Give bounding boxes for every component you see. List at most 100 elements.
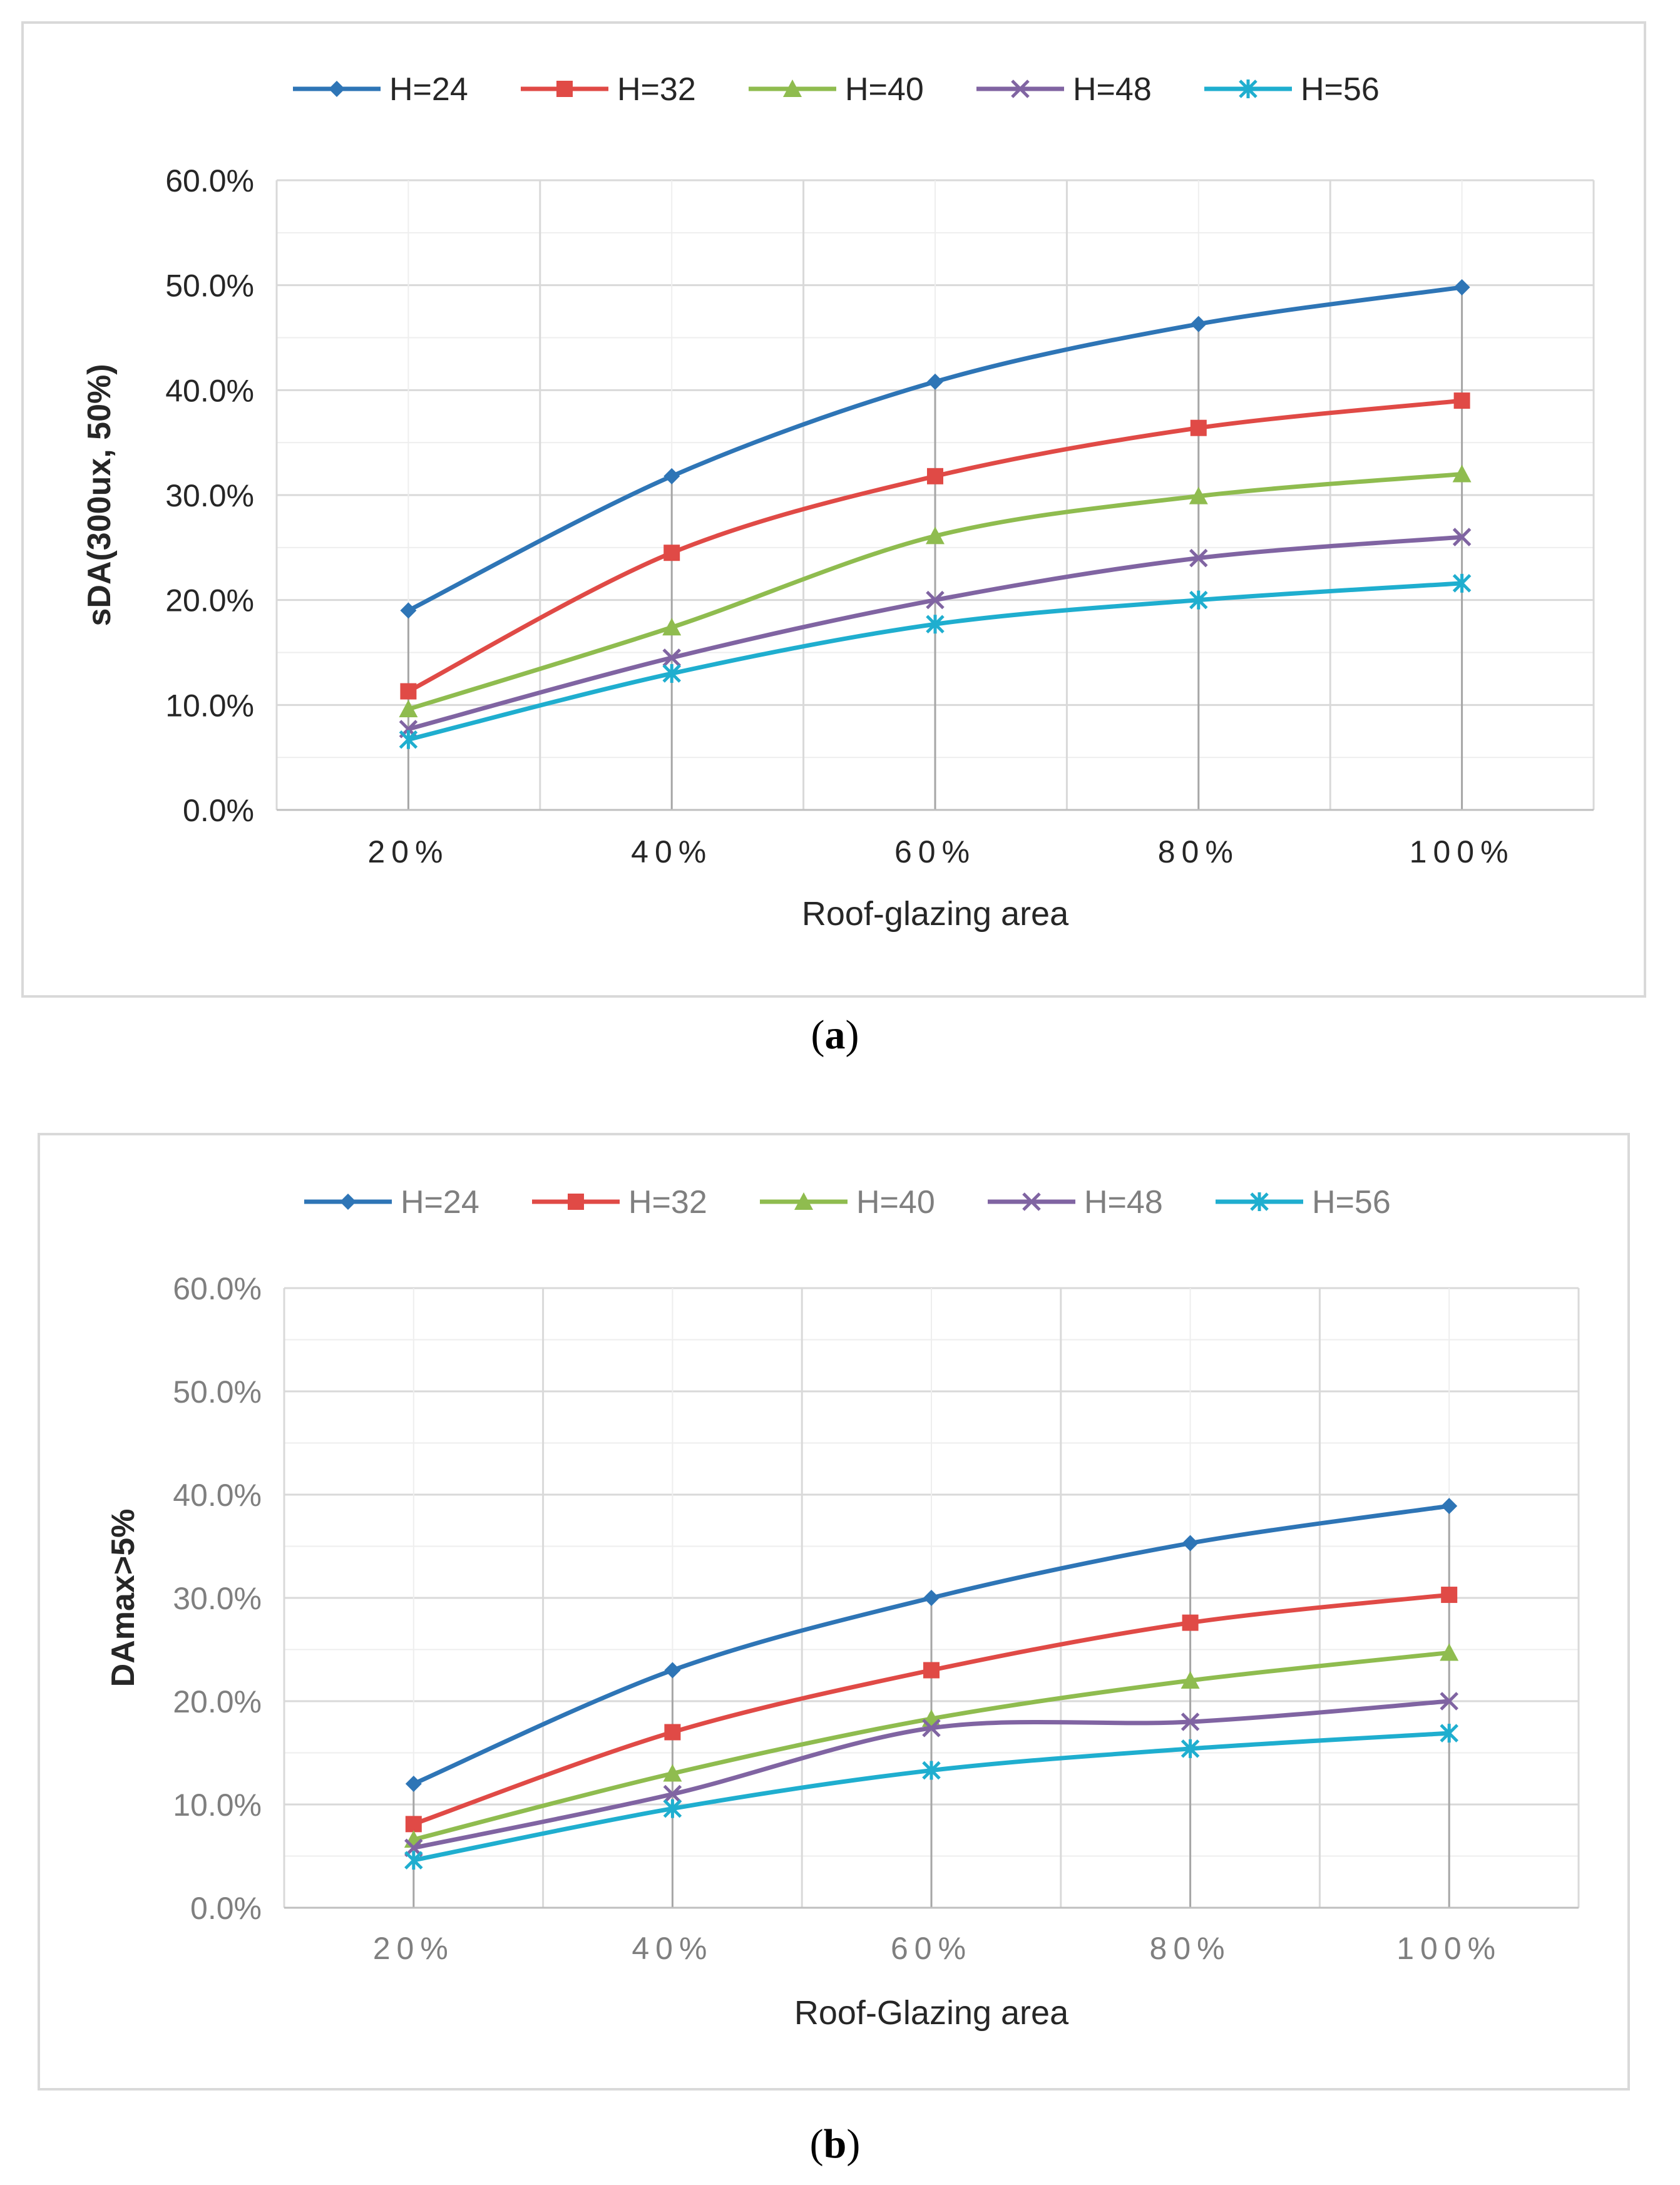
x-tick-label: 40% bbox=[631, 834, 712, 869]
series-H-24 bbox=[405, 1498, 1458, 1792]
series-H-56 bbox=[404, 1724, 1458, 1870]
legend-item: H=48 bbox=[976, 71, 1152, 108]
legend-label: H=40 bbox=[845, 71, 924, 108]
data-point bbox=[1181, 1739, 1200, 1758]
y-tick-label: 40.0% bbox=[165, 373, 254, 408]
series-H-24 bbox=[400, 279, 1470, 619]
x-tick-label: 80% bbox=[1150, 1931, 1231, 1966]
data-point bbox=[1189, 548, 1208, 568]
series-H-56 bbox=[399, 573, 1472, 749]
series-H-48 bbox=[404, 1692, 1458, 1858]
data-point bbox=[1452, 528, 1472, 546]
legend-marker bbox=[783, 79, 802, 97]
chart-svg-a: 0.0% 10.0% 20.0% 30.0% 40.0% 50.0% 60.0% 20% 40%… bbox=[81, 71, 1595, 933]
y-tick-label: 10.0% bbox=[165, 688, 254, 723]
data-point bbox=[664, 1662, 681, 1679]
caption-b: (b) bbox=[809, 2121, 861, 2167]
x-axis-title: Roof-Glazing area bbox=[794, 1994, 1069, 2032]
y-tick-label: 20.0% bbox=[165, 583, 254, 618]
legend-item: H=48 bbox=[988, 1184, 1163, 1220]
legend-label: H=48 bbox=[1084, 1184, 1163, 1220]
x-tick-label: 20% bbox=[373, 1931, 454, 1966]
series-H-40 bbox=[399, 464, 1472, 718]
data-point bbox=[663, 1764, 682, 1782]
data-point bbox=[923, 1662, 940, 1679]
legend-label: H=24 bbox=[401, 1184, 479, 1220]
y-tick-label: 10.0% bbox=[173, 1788, 262, 1823]
data-point bbox=[927, 468, 943, 484]
legend-marker bbox=[329, 81, 345, 97]
legend-label: H=32 bbox=[617, 71, 696, 108]
data-point bbox=[663, 545, 680, 561]
data-point bbox=[405, 1776, 422, 1792]
data-point bbox=[1182, 1535, 1199, 1552]
data-point bbox=[926, 526, 945, 545]
data-point bbox=[1190, 315, 1207, 332]
caption-letter-b: b bbox=[823, 2121, 847, 2167]
legend-label: H=40 bbox=[856, 1184, 935, 1220]
data-point bbox=[1452, 573, 1472, 593]
series-H-48 bbox=[399, 528, 1472, 739]
chart-panel-b: 0.0% 10.0% 20.0% 30.0% 40.0% 50.0% 60.0% 20% 40%… bbox=[38, 1133, 1630, 2090]
legend-label: H=32 bbox=[628, 1184, 707, 1220]
data-point bbox=[662, 618, 682, 636]
x-axis-title: Roof-glazing area bbox=[802, 895, 1069, 933]
y-tick-label: 50.0% bbox=[173, 1374, 262, 1410]
x-tick-label: 100% bbox=[1410, 834, 1515, 869]
y-tick-label: 60.0% bbox=[165, 163, 254, 198]
data-point bbox=[1189, 486, 1208, 504]
data-point bbox=[1452, 464, 1472, 483]
legend-item: H=24 bbox=[304, 1184, 479, 1220]
x-tick-label: 20% bbox=[367, 834, 449, 869]
data-point bbox=[922, 1719, 941, 1737]
legend-label: H=56 bbox=[1312, 1184, 1391, 1220]
y-tick-label: 30.0% bbox=[173, 1581, 262, 1616]
legend-item: H=24 bbox=[293, 71, 468, 108]
x-tick-label: 100% bbox=[1396, 1931, 1502, 1966]
caption-letter-a: a bbox=[824, 1012, 846, 1058]
legend-marker bbox=[1022, 1192, 1041, 1211]
legend-b: H=24 H=32 H=40 H=48 H=56 bbox=[304, 1184, 1391, 1220]
data-point bbox=[1453, 392, 1470, 409]
legend-item: H=40 bbox=[749, 71, 924, 108]
legend-label: H=48 bbox=[1073, 71, 1152, 108]
data-point bbox=[400, 683, 417, 700]
legend-item: H=40 bbox=[760, 1184, 935, 1220]
series-H-32 bbox=[405, 1587, 1458, 1833]
data-point bbox=[1441, 1498, 1458, 1515]
data-point bbox=[404, 1851, 423, 1870]
data-point bbox=[399, 730, 418, 749]
legend-label: H=56 bbox=[1301, 71, 1380, 108]
legend-marker bbox=[340, 1194, 356, 1210]
data-point bbox=[922, 1761, 941, 1780]
y-axis-title: sDA(300ux, 50%) bbox=[81, 364, 118, 626]
data-point bbox=[1190, 419, 1207, 436]
chart-svg-b: 0.0% 10.0% 20.0% 30.0% 40.0% 50.0% 60.0% 20% 40%… bbox=[105, 1184, 1580, 2032]
legend-marker bbox=[794, 1192, 813, 1210]
legend-item: H=32 bbox=[521, 71, 696, 108]
data-point bbox=[926, 615, 945, 634]
data-point bbox=[1453, 279, 1470, 296]
data-point bbox=[926, 590, 945, 610]
legend-marker bbox=[556, 81, 573, 97]
grid-a bbox=[275, 179, 1595, 811]
legend-marker bbox=[1011, 79, 1030, 98]
legend-label: H=24 bbox=[389, 71, 468, 108]
data-point bbox=[399, 700, 418, 718]
caption-a: (a) bbox=[811, 1012, 859, 1058]
y-tick-label: 0.0% bbox=[190, 1891, 262, 1926]
legend-a: H=24 H=32 H=40 H=48 H=56 bbox=[293, 71, 1380, 108]
y-tick-label: 40.0% bbox=[173, 1478, 262, 1513]
data-point bbox=[400, 602, 417, 619]
legend-item: H=32 bbox=[532, 1184, 707, 1220]
y-axis-title: DAmax>5% bbox=[105, 1509, 141, 1687]
data-point bbox=[927, 373, 943, 390]
data-point bbox=[1440, 1643, 1459, 1661]
series-H-32 bbox=[400, 392, 1470, 700]
data-point bbox=[662, 648, 681, 667]
y-tick-label: 30.0% bbox=[165, 478, 254, 513]
data-point bbox=[405, 1816, 422, 1833]
data-point bbox=[1440, 1692, 1458, 1711]
y-tick-label: 60.0% bbox=[173, 1271, 262, 1306]
data-point bbox=[1182, 1614, 1199, 1631]
